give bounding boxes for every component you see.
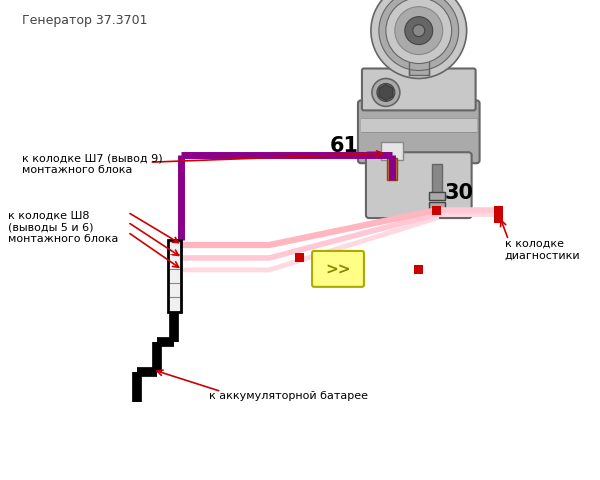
Text: к колодке
диагностики: к колодке диагностики — [505, 239, 580, 260]
Bar — [429, 203, 445, 211]
Bar — [167, 240, 181, 312]
Polygon shape — [379, 85, 393, 101]
Bar — [432, 206, 441, 215]
Text: Генератор 37.3701: Генератор 37.3701 — [22, 13, 148, 26]
Bar — [432, 165, 442, 197]
Bar — [414, 266, 423, 275]
Circle shape — [377, 84, 395, 102]
FancyBboxPatch shape — [362, 69, 476, 111]
Text: к колодке Ш7 (вывод 9)
монтажного блока: к колодке Ш7 (вывод 9) монтажного блока — [22, 153, 163, 175]
Bar — [494, 214, 503, 223]
Bar — [381, 143, 403, 161]
Bar — [409, 28, 429, 76]
Text: к колодке Ш8
(выводы 5 и 6)
монтажного блока: к колодке Ш8 (выводы 5 и 6) монтажного б… — [8, 211, 118, 244]
Circle shape — [413, 25, 425, 37]
Circle shape — [386, 0, 452, 64]
Bar — [494, 206, 503, 215]
Bar — [361, 119, 476, 133]
Text: к аккумуляторной батарее: к аккумуляторной батарее — [209, 390, 368, 400]
Bar — [387, 159, 397, 181]
Text: 30: 30 — [444, 183, 473, 203]
Bar — [429, 193, 445, 201]
FancyBboxPatch shape — [358, 101, 479, 164]
Circle shape — [371, 0, 467, 79]
Bar — [295, 254, 304, 263]
Circle shape — [395, 8, 443, 55]
FancyBboxPatch shape — [312, 252, 364, 287]
Circle shape — [379, 0, 458, 72]
FancyBboxPatch shape — [366, 153, 472, 218]
Circle shape — [372, 79, 400, 107]
Text: >>: >> — [325, 262, 351, 277]
Text: 61: 61 — [329, 136, 358, 156]
Circle shape — [405, 18, 433, 46]
